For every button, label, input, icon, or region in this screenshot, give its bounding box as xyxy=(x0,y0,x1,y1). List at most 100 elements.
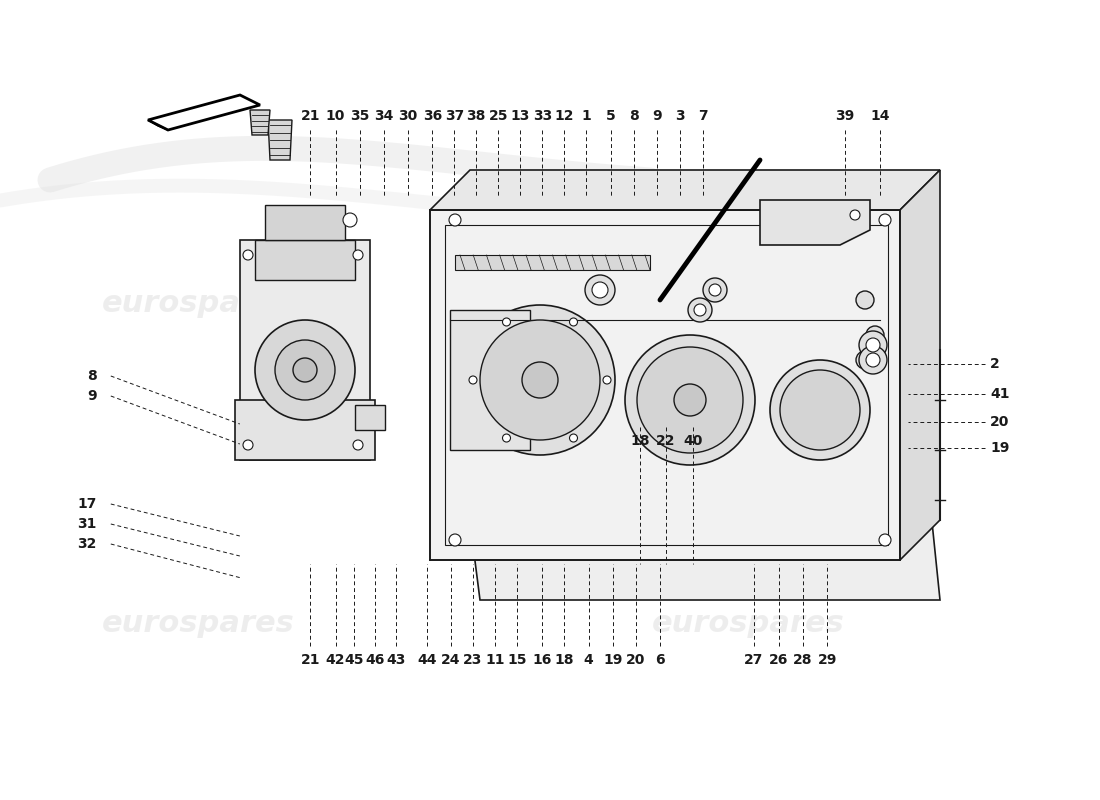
Text: 42: 42 xyxy=(326,653,345,667)
Polygon shape xyxy=(430,210,900,560)
Circle shape xyxy=(856,351,875,369)
Circle shape xyxy=(570,434,578,442)
Text: 10: 10 xyxy=(326,109,345,123)
Circle shape xyxy=(866,338,880,352)
Circle shape xyxy=(625,335,755,465)
Text: 9: 9 xyxy=(87,389,97,403)
Text: 26: 26 xyxy=(769,653,789,667)
Text: 25: 25 xyxy=(488,109,508,123)
Circle shape xyxy=(688,298,712,322)
Circle shape xyxy=(449,534,461,546)
Circle shape xyxy=(637,347,743,453)
Polygon shape xyxy=(430,170,940,210)
Circle shape xyxy=(293,358,317,382)
Polygon shape xyxy=(148,95,260,130)
Circle shape xyxy=(480,320,600,440)
Circle shape xyxy=(469,376,477,384)
Text: 9: 9 xyxy=(652,109,661,123)
Text: 27: 27 xyxy=(744,653,763,667)
Text: 20: 20 xyxy=(626,653,646,667)
Circle shape xyxy=(856,291,875,309)
Text: 46: 46 xyxy=(365,653,385,667)
Circle shape xyxy=(866,326,884,344)
Text: 5: 5 xyxy=(606,109,615,123)
Circle shape xyxy=(859,331,887,359)
Circle shape xyxy=(465,305,615,455)
Text: 22: 22 xyxy=(656,434,675,448)
Text: 16: 16 xyxy=(532,653,552,667)
Polygon shape xyxy=(255,240,355,280)
Circle shape xyxy=(522,362,558,398)
Text: eurospares: eurospares xyxy=(651,290,845,318)
Text: 7: 7 xyxy=(698,109,707,123)
Text: eurospares: eurospares xyxy=(101,610,295,638)
Text: 36: 36 xyxy=(422,109,442,123)
Circle shape xyxy=(703,278,727,302)
Text: 35: 35 xyxy=(350,109,370,123)
Circle shape xyxy=(866,353,880,367)
Circle shape xyxy=(694,304,706,316)
Polygon shape xyxy=(760,200,870,245)
Circle shape xyxy=(770,360,870,460)
Text: eurospares: eurospares xyxy=(101,290,295,318)
Text: 34: 34 xyxy=(374,109,394,123)
Text: 18: 18 xyxy=(630,434,650,448)
Circle shape xyxy=(255,320,355,420)
Text: 43: 43 xyxy=(386,653,406,667)
Circle shape xyxy=(353,250,363,260)
Text: 12: 12 xyxy=(554,109,574,123)
Text: 31: 31 xyxy=(77,517,97,531)
Circle shape xyxy=(710,284,720,296)
Polygon shape xyxy=(355,405,385,430)
Text: 28: 28 xyxy=(793,653,813,667)
Circle shape xyxy=(275,340,336,400)
Polygon shape xyxy=(450,310,530,450)
Text: 15: 15 xyxy=(507,653,527,667)
Text: 44: 44 xyxy=(417,653,437,667)
Text: 2: 2 xyxy=(990,357,1000,371)
Circle shape xyxy=(850,210,860,220)
Text: 45: 45 xyxy=(344,653,364,667)
Circle shape xyxy=(570,318,578,326)
Circle shape xyxy=(879,214,891,226)
Circle shape xyxy=(503,318,510,326)
Circle shape xyxy=(449,214,461,226)
Circle shape xyxy=(353,440,363,450)
Text: 24: 24 xyxy=(441,653,461,667)
Circle shape xyxy=(503,434,510,442)
Polygon shape xyxy=(455,255,650,270)
Circle shape xyxy=(603,376,611,384)
Text: 8: 8 xyxy=(87,369,97,383)
Text: 29: 29 xyxy=(817,653,837,667)
Text: 37: 37 xyxy=(444,109,464,123)
Text: 18: 18 xyxy=(554,653,574,667)
Text: 40: 40 xyxy=(683,434,703,448)
Text: 14: 14 xyxy=(870,109,890,123)
Text: eurospares: eurospares xyxy=(651,610,845,638)
Circle shape xyxy=(780,370,860,450)
Text: 6: 6 xyxy=(656,653,664,667)
Polygon shape xyxy=(250,110,270,135)
Text: 1: 1 xyxy=(582,109,591,123)
Polygon shape xyxy=(235,400,375,460)
Polygon shape xyxy=(900,170,940,560)
Text: 8: 8 xyxy=(629,109,638,123)
Polygon shape xyxy=(430,210,940,600)
Text: 19: 19 xyxy=(990,441,1010,455)
Polygon shape xyxy=(265,205,345,240)
Circle shape xyxy=(243,250,253,260)
Circle shape xyxy=(674,384,706,416)
Polygon shape xyxy=(268,120,292,160)
Circle shape xyxy=(592,282,608,298)
Text: 13: 13 xyxy=(510,109,530,123)
Text: 38: 38 xyxy=(466,109,486,123)
Polygon shape xyxy=(240,240,370,460)
Circle shape xyxy=(879,534,891,546)
Circle shape xyxy=(585,275,615,305)
Text: 41: 41 xyxy=(990,386,1010,401)
Text: 39: 39 xyxy=(835,109,855,123)
Text: 20: 20 xyxy=(990,414,1010,429)
Text: 17: 17 xyxy=(77,497,97,511)
Text: 30: 30 xyxy=(398,109,418,123)
Text: 19: 19 xyxy=(603,653,623,667)
